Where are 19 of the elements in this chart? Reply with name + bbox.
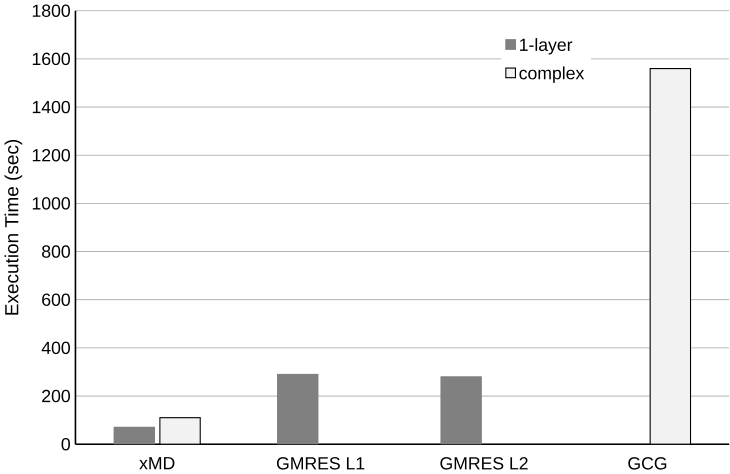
y-tick-label: 800: [42, 245, 70, 258]
y-tick-label: 1400: [32, 100, 70, 114]
y-tick-label: 1000: [32, 197, 70, 210]
y-tick-label: 1800: [32, 4, 70, 17]
y-axis-title: Execution Time (sec): [4, 140, 22, 315]
x-tick-label: GMRES L2: [440, 457, 528, 470]
y-tick-label: 600: [42, 293, 70, 306]
x-tick-label: GCG: [628, 457, 666, 470]
legend-label: 1-layer: [520, 38, 572, 54]
y-tick-label: 1600: [32, 52, 70, 66]
y-tick-label: 400: [42, 342, 70, 354]
y-tick-label: 0: [62, 438, 70, 450]
bar: [159, 417, 201, 444]
x-tick-label: xMD: [139, 457, 174, 470]
y-tick-label: 1200: [32, 148, 70, 162]
legend-label: complex: [519, 66, 584, 83]
bar: [650, 68, 692, 444]
y-tick-label: 200: [42, 390, 70, 402]
x-tick-label: GMRES L1: [276, 457, 364, 470]
